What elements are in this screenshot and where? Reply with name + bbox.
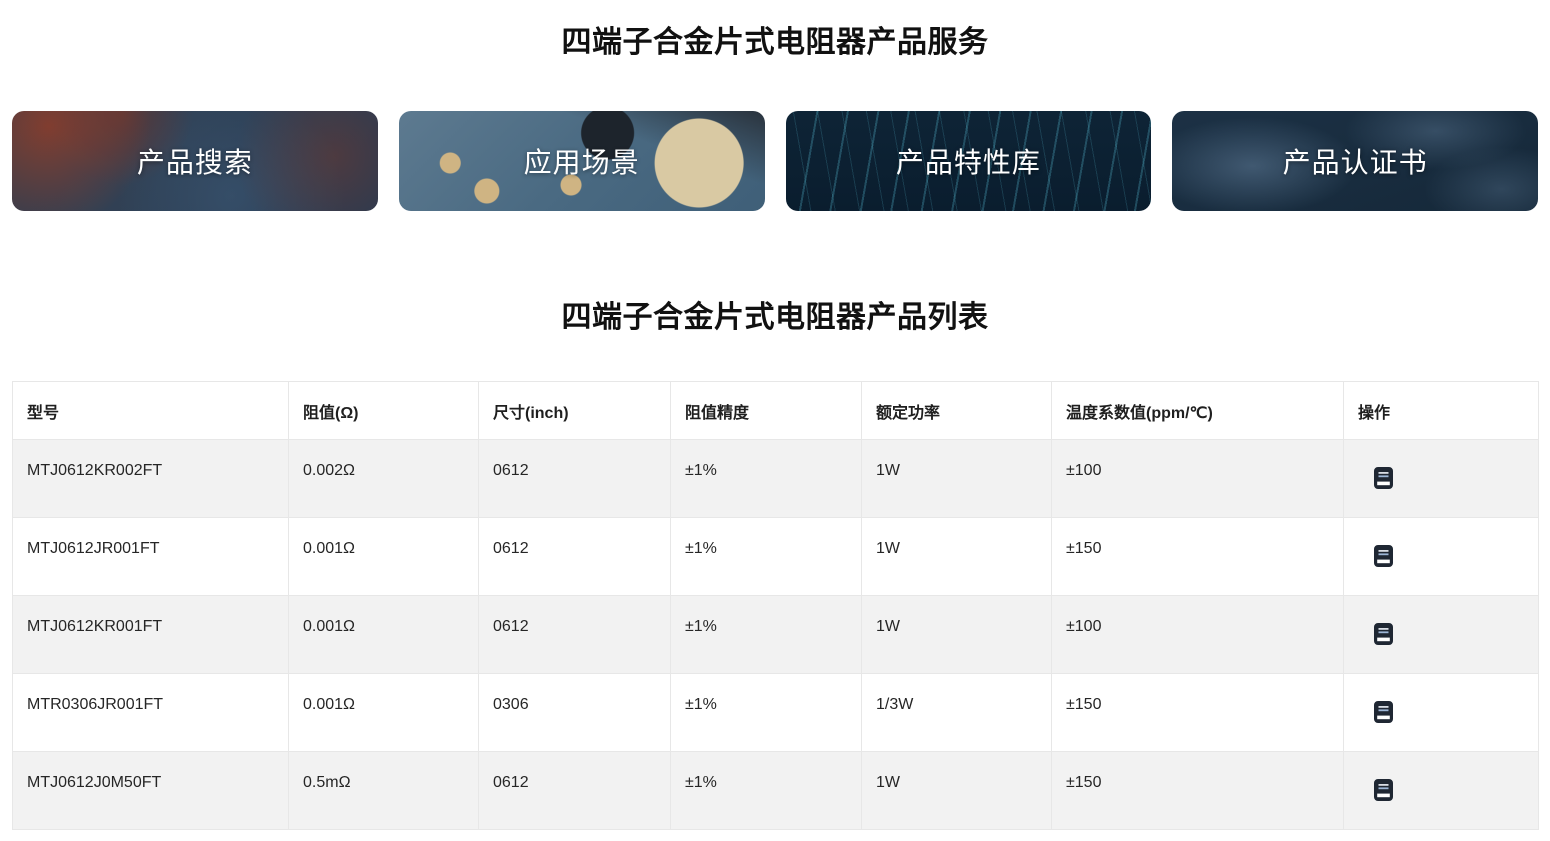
cell-precision: ±1% <box>670 751 862 830</box>
table-row: MTJ0612JR001FT 0.001Ω 0612 ±1% 1W ±150 <box>12 517 1539 596</box>
cell-model: MTJ0612KR002FT <box>12 439 289 518</box>
column-header-precision: 阻值精度 <box>670 381 862 440</box>
banner-row: 产品搜索 应用场景 产品特性库 产品认证书 <box>0 111 1550 211</box>
cell-tcr: ±150 <box>1051 673 1344 752</box>
cell-actions <box>1343 673 1539 752</box>
cell-tcr: ±150 <box>1051 751 1344 830</box>
banner-product-certificates[interactable]: 产品认证书 <box>1172 111 1538 211</box>
banner-product-certificates-label: 产品认证书 <box>1282 147 1428 178</box>
banner-product-search[interactable]: 产品搜索 <box>12 111 378 211</box>
cell-size: 0612 <box>478 595 671 674</box>
banner-product-search-label: 产品搜索 <box>136 147 253 178</box>
banner-product-characteristics-library[interactable]: 产品特性库 <box>785 111 1152 211</box>
cell-rated-power: 1W <box>861 439 1052 518</box>
table-header-row: 型号 阻值(Ω) 尺寸(inch) 阻值精度 额定功率 温度系数值(ppm/℃)… <box>12 381 1539 440</box>
column-header-tcr: 温度系数值(ppm/℃) <box>1051 381 1344 440</box>
cell-size: 0306 <box>478 673 671 752</box>
cell-rated-power: 1W <box>861 595 1052 674</box>
view-datasheet-button[interactable] <box>1372 544 1394 568</box>
view-datasheet-button[interactable] <box>1372 622 1394 646</box>
cell-size: 0612 <box>478 751 671 830</box>
cell-model: MTJ0612JR001FT <box>12 517 289 596</box>
banner-application-scenarios[interactable]: 应用场景 <box>398 111 765 211</box>
services-section-title: 四端子合金片式电阻器产品服务 <box>561 26 989 59</box>
cell-precision: ±1% <box>670 517 862 596</box>
view-datasheet-button[interactable] <box>1372 778 1394 802</box>
table-row: MTJ0612KR002FT 0.002Ω 0612 ±1% 1W ±100 <box>12 439 1539 518</box>
cell-model: MTJ0612J0M50FT <box>12 751 289 830</box>
cell-actions <box>1343 517 1539 596</box>
cell-resistance: 0.001Ω <box>288 595 479 674</box>
cell-size: 0612 <box>478 517 671 596</box>
cell-tcr: ±100 <box>1051 439 1344 518</box>
cell-actions <box>1343 439 1539 518</box>
book-icon <box>1373 467 1393 489</box>
cell-precision: ±1% <box>670 673 862 752</box>
book-icon <box>1373 701 1393 723</box>
cell-resistance: 0.5mΩ <box>288 751 479 830</box>
cell-rated-power: 1/3W <box>861 673 1052 752</box>
cell-resistance: 0.002Ω <box>288 439 479 518</box>
cell-tcr: ±150 <box>1051 517 1344 596</box>
cell-resistance: 0.001Ω <box>288 517 479 596</box>
column-header-model: 型号 <box>12 381 289 440</box>
cell-rated-power: 1W <box>861 517 1052 596</box>
column-header-size: 尺寸(inch) <box>478 381 671 440</box>
view-datasheet-button[interactable] <box>1372 466 1394 490</box>
cell-model: MTR0306JR001FT <box>12 673 289 752</box>
book-icon <box>1373 545 1393 567</box>
product-table: 型号 阻值(Ω) 尺寸(inch) 阻值精度 额定功率 温度系数值(ppm/℃)… <box>12 381 1539 830</box>
cell-size: 0612 <box>478 439 671 518</box>
banner-application-scenarios-label: 应用场景 <box>523 147 640 178</box>
cell-model: MTJ0612KR001FT <box>12 595 289 674</box>
table-row: MTJ0612KR001FT 0.001Ω 0612 ±1% 1W ±100 <box>12 595 1539 674</box>
cell-tcr: ±100 <box>1051 595 1344 674</box>
book-icon <box>1373 623 1393 645</box>
cell-actions <box>1343 595 1539 674</box>
cell-actions <box>1343 751 1539 830</box>
banner-product-characteristics-library-label: 产品特性库 <box>895 147 1041 178</box>
column-header-actions: 操作 <box>1343 381 1539 440</box>
cell-rated-power: 1W <box>861 751 1052 830</box>
book-icon <box>1373 779 1393 801</box>
product-table-wrap: 型号 阻值(Ω) 尺寸(inch) 阻值精度 额定功率 温度系数值(ppm/℃)… <box>0 381 1550 830</box>
table-row: MTJ0612J0M50FT 0.5mΩ 0612 ±1% 1W ±150 <box>12 751 1539 830</box>
column-header-rated-power: 额定功率 <box>861 381 1052 440</box>
list-section-title: 四端子合金片式电阻器产品列表 <box>561 301 989 334</box>
cell-precision: ±1% <box>670 595 862 674</box>
cell-resistance: 0.001Ω <box>288 673 479 752</box>
column-header-resistance: 阻值(Ω) <box>288 381 479 440</box>
view-datasheet-button[interactable] <box>1372 700 1394 724</box>
table-row: MTR0306JR001FT 0.001Ω 0306 ±1% 1/3W ±150 <box>12 673 1539 752</box>
cell-precision: ±1% <box>670 439 862 518</box>
